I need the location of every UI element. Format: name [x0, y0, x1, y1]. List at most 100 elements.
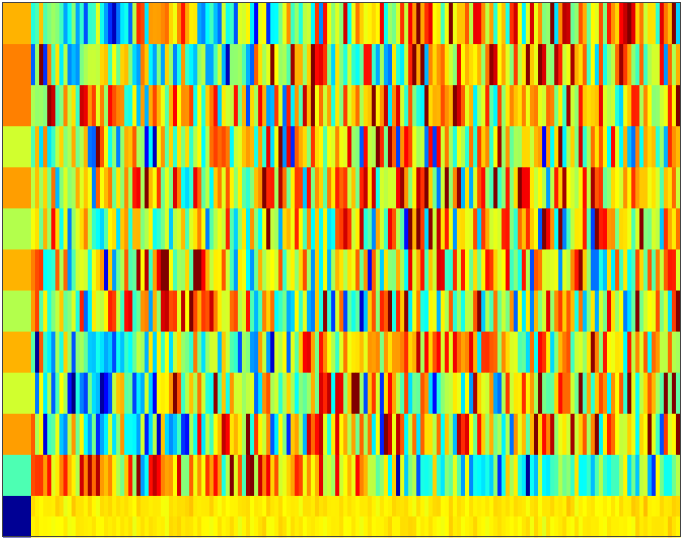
heatmap-cell	[120, 372, 125, 415]
heatmap-cell	[611, 372, 616, 415]
heatmap-cell	[444, 85, 450, 127]
heatmap-cell	[550, 208, 555, 250]
heatmap-cell	[71, 249, 77, 292]
heatmap-cell	[91, 208, 97, 250]
heatmap-cell	[87, 208, 93, 250]
heatmap-cell	[619, 249, 624, 292]
heatmap-cell	[477, 454, 482, 497]
heatmap-cell	[193, 208, 198, 250]
heatmap-cell	[241, 495, 247, 517]
heatmap-cell	[383, 44, 389, 86]
heatmap-cell	[55, 167, 60, 209]
heatmap-cell	[440, 126, 446, 168]
heatmap-cell	[306, 126, 312, 168]
heatmap-cell	[95, 331, 101, 374]
heatmap-cell	[469, 413, 474, 456]
heatmap-cell	[598, 85, 604, 127]
heatmap-cell	[258, 331, 263, 374]
heatmap-cell	[586, 249, 592, 292]
heatmap-cell	[529, 413, 535, 456]
heatmap-cell	[140, 413, 146, 456]
heatmap-cell	[282, 167, 288, 209]
heatmap-cell	[606, 372, 612, 415]
heatmap-cell	[489, 516, 495, 538]
heatmap-cell	[659, 290, 665, 333]
heatmap-cell	[586, 454, 592, 497]
heatmap-cell	[274, 495, 280, 517]
heatmap-cell	[392, 249, 397, 292]
heatmap-cell	[116, 85, 121, 127]
heatmap-cell	[525, 372, 531, 415]
heatmap-cell	[39, 208, 44, 250]
heatmap-cell	[436, 3, 442, 45]
heatmap-cell	[383, 413, 389, 456]
heatmap-cell	[452, 44, 458, 86]
heatmap-cell	[387, 44, 393, 86]
heatmap-cell	[339, 44, 344, 86]
heatmap-cell	[152, 413, 158, 456]
heatmap-cell	[538, 516, 543, 538]
heatmap-cell	[47, 331, 52, 374]
heatmap-cell	[635, 516, 641, 538]
heatmap-cell	[201, 516, 207, 538]
heatmap-cell	[602, 249, 608, 292]
heatmap-cell	[144, 454, 150, 497]
heatmap-cell	[392, 167, 397, 209]
heatmap-cell	[643, 372, 649, 415]
heatmap-cell	[663, 413, 669, 456]
heatmap-cell	[193, 331, 198, 374]
heatmap-cell	[258, 85, 263, 127]
heatmap-cell	[120, 167, 125, 209]
heatmap-cell	[594, 290, 600, 333]
heatmap-cell	[193, 126, 198, 168]
heatmap-cell	[367, 249, 373, 292]
heatmap-cell	[120, 3, 125, 45]
heatmap-cell	[237, 126, 243, 168]
heatmap-cell	[290, 208, 296, 250]
heatmap-cell	[47, 249, 52, 292]
heatmap-cell	[396, 290, 401, 333]
heatmap-cell	[570, 331, 576, 374]
heatmap-cell	[675, 85, 681, 127]
heatmap-cell	[282, 3, 288, 45]
heatmap-cell	[460, 454, 466, 497]
heatmap-cell	[432, 290, 438, 333]
heatmap-cell	[424, 167, 430, 209]
heatmap-cell	[363, 167, 369, 209]
heatmap-cell	[209, 3, 215, 45]
heatmap-cell	[355, 413, 361, 456]
heatmap-cell	[489, 413, 495, 456]
heatmap-cell	[578, 208, 584, 250]
heatmap-cell	[136, 290, 142, 333]
heatmap-cell	[47, 126, 52, 168]
heatmap-cell	[351, 126, 357, 168]
heatmap-cell	[294, 372, 300, 415]
heatmap-cell	[586, 3, 592, 45]
heatmap-cell	[258, 413, 263, 456]
heatmap-cell	[128, 85, 134, 127]
heatmap-cell	[359, 413, 365, 456]
heatmap-cell	[318, 44, 324, 86]
heatmap-cell	[501, 290, 507, 333]
heatmap-cell	[343, 516, 348, 538]
heatmap-cell	[250, 331, 255, 374]
heatmap-cell	[639, 495, 645, 517]
heatmap-cell	[432, 44, 438, 86]
heatmap-cell	[627, 167, 632, 209]
heatmap-cell	[327, 372, 332, 415]
heatmap-cell	[416, 44, 421, 86]
heatmap-cell	[270, 126, 275, 168]
heatmap-cell	[59, 167, 65, 209]
heatmap-cell	[189, 3, 194, 45]
heatmap-cell	[533, 372, 539, 415]
heatmap-cell	[513, 290, 519, 333]
heatmap-cell	[104, 372, 109, 415]
heatmap-cell	[493, 495, 499, 517]
heatmap-cell	[181, 290, 186, 333]
heatmap-cell	[566, 454, 572, 497]
heatmap-cell	[635, 249, 641, 292]
heatmap-cell	[120, 413, 125, 456]
heatmap-cell	[611, 290, 616, 333]
heatmap-cell	[582, 44, 588, 86]
heatmap-cell	[594, 495, 600, 517]
